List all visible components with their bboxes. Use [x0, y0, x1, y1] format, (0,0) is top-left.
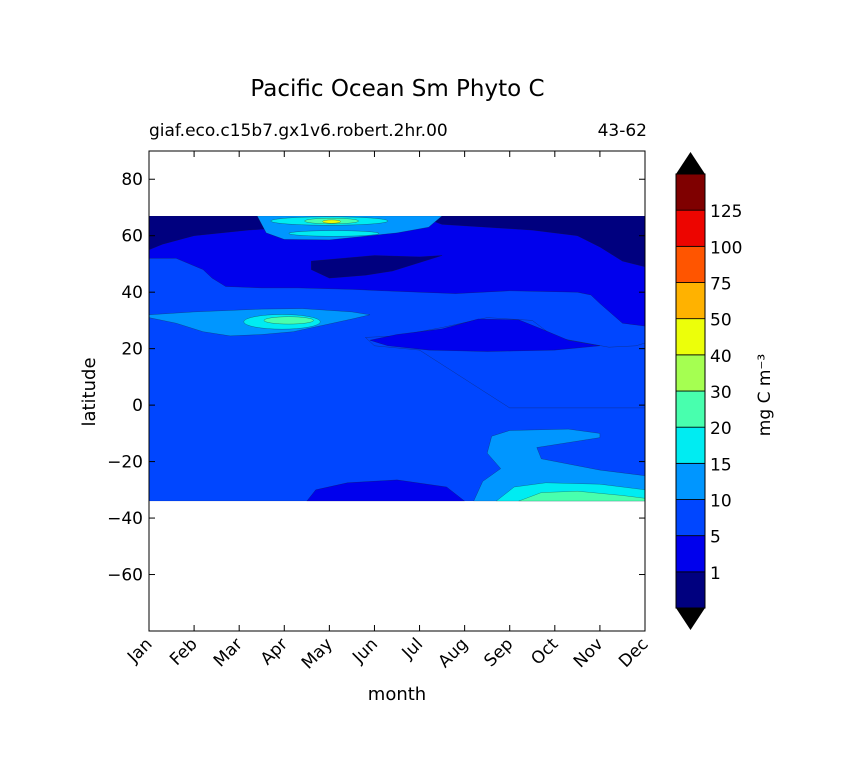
contour-summer-bloom-15b [288, 230, 380, 237]
contour-subpolar [149, 215, 645, 327]
contour-subpolar-low [311, 255, 443, 279]
colorbar-tick-label: 10 [710, 492, 732, 512]
colorbar-border [675, 173, 706, 609]
x-tick-label: Dec [615, 634, 652, 671]
contour-summer-bloom-40 [322, 219, 341, 224]
colorbar-segment [675, 426, 706, 464]
colorbar-extend-top [676, 152, 705, 174]
colorbar-segment [675, 462, 706, 500]
y-tick-label: 0 [132, 396, 143, 416]
x-tick-label: Oct [527, 634, 562, 669]
contour-ssub-low [306, 479, 466, 502]
y-axis: 80 60 40 20 0 −20 −40 −60 [107, 170, 645, 586]
y-tick-label: 40 [121, 283, 143, 303]
colorbar-segment [675, 282, 706, 320]
colorbar-segment [675, 354, 706, 392]
colorbar-segment [675, 173, 706, 211]
x-tick-label: Mar [210, 634, 247, 671]
colorbar-tick-label: 20 [710, 419, 732, 439]
x-tick-label: Jun [348, 634, 382, 668]
colorbar-tick-label: 15 [710, 455, 732, 475]
chart-subtitle-run: giaf.eco.c15b7.gx1v6.robert.2hr.00 [149, 121, 448, 141]
chart-subtitle-years: 43-62 [597, 121, 647, 141]
x-axis-label: month [368, 684, 426, 705]
colorbar-tick-label: 100 [710, 238, 742, 258]
x-tick-label: Jan [123, 634, 156, 667]
colorbar-tick-label: 125 [710, 202, 742, 222]
chart-title: Pacific Ocean Sm Phyto C [250, 76, 545, 102]
x-tick-label: Aug [435, 634, 473, 672]
colorbar-tick-label: 1 [710, 564, 721, 584]
colorbar-segment [675, 499, 706, 537]
y-tick-label: −60 [107, 566, 143, 586]
y-tick-label: 80 [121, 170, 143, 190]
colorbar-tick-label: 30 [710, 383, 732, 403]
colorbar-segment [675, 209, 706, 247]
colorbar-segment [675, 318, 706, 356]
contour-southern-bloom-20 [518, 490, 645, 502]
x-tick-label: May [298, 634, 337, 673]
x-tick-label: Apr [257, 634, 292, 669]
contour-nsub-low [368, 318, 600, 352]
x-tick-label: Jul [398, 634, 427, 663]
colorbar-segment [675, 390, 706, 428]
y-tick-label: 60 [121, 227, 143, 247]
colorbar-tick-label: 50 [710, 311, 732, 331]
colorbar-segment [675, 535, 706, 573]
colorbar-tick-label: 5 [710, 528, 721, 548]
colorbar-extend-bottom [676, 608, 705, 630]
contour-arctic-east [419, 215, 645, 268]
contour-southern-bloom-10 [473, 428, 645, 502]
colorbar-tick-label: 40 [710, 347, 732, 367]
colorbar-label: mg C m⁻³ [755, 354, 775, 436]
contour-fill [149, 215, 645, 502]
plot-border [148, 150, 646, 632]
y-tick-label: −20 [107, 453, 143, 473]
colorbar-segment [675, 245, 706, 283]
x-tick-label: Feb [166, 634, 201, 669]
y-tick-label: −40 [107, 509, 143, 529]
contour-spring-bloom-20 [263, 316, 314, 325]
colorbar-tick-label: 75 [710, 275, 732, 295]
plot-frame [148, 150, 646, 632]
x-tick-label: Sep [480, 634, 517, 671]
x-tick-label: Nov [570, 634, 608, 672]
y-axis-label: latitude [79, 357, 100, 426]
y-tick-label: 20 [121, 340, 143, 360]
colorbar-segment [675, 571, 706, 609]
